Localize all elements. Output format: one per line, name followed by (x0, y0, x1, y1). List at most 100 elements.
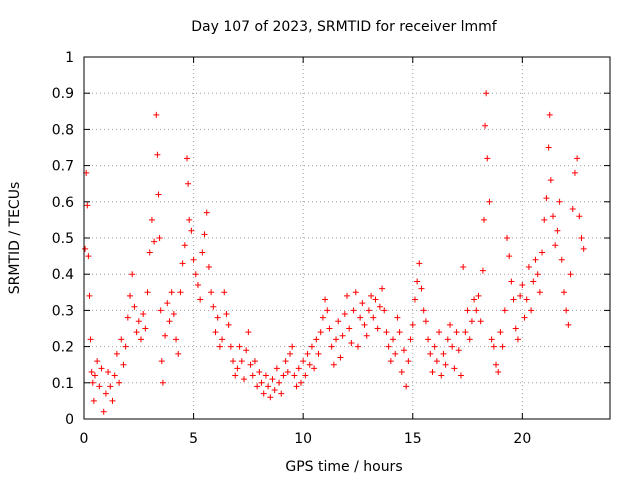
data-point (547, 177, 554, 184)
data-point (567, 271, 574, 278)
data-point (475, 292, 482, 299)
data-point (122, 343, 129, 350)
data-point (105, 368, 112, 375)
data-point (558, 256, 565, 263)
x-tick-label: 10 (294, 431, 312, 447)
data-point (113, 350, 120, 357)
y-tick-label: 0.5 (52, 231, 74, 247)
data-point (453, 329, 460, 336)
data-point (157, 307, 164, 314)
data-point (427, 350, 434, 357)
data-point (89, 379, 96, 386)
data-point (120, 361, 127, 368)
data-point (554, 227, 561, 234)
data-point (473, 307, 480, 314)
data-point (87, 336, 94, 343)
y-tick-label: 1 (65, 50, 74, 66)
data-point (490, 343, 497, 350)
data-point (111, 372, 118, 379)
data-point (392, 350, 399, 357)
data-point (276, 379, 283, 386)
data-point (236, 343, 243, 350)
data-point (328, 343, 335, 350)
data-point (173, 336, 180, 343)
data-point (493, 361, 500, 368)
data-point (337, 354, 344, 361)
data-point (188, 227, 195, 234)
data-point (363, 332, 370, 339)
data-point (210, 303, 217, 310)
data-point (230, 358, 237, 365)
data-point (530, 278, 537, 285)
data-point (414, 278, 421, 285)
chart-title: Day 107 of 2023, SRMTID for receiver lmm… (191, 19, 498, 35)
data-point (368, 292, 375, 299)
data-point (330, 361, 337, 368)
data-point (539, 249, 546, 256)
data-point (324, 307, 331, 314)
data-point (208, 289, 215, 296)
data-point (501, 307, 508, 314)
data-point (510, 296, 517, 303)
data-point (449, 343, 456, 350)
data-point (429, 368, 436, 375)
data-point (258, 379, 265, 386)
data-point (158, 358, 165, 365)
data-point (354, 343, 361, 350)
data-point (468, 318, 475, 325)
data-point (154, 151, 161, 158)
data-point (146, 249, 153, 256)
data-point (339, 332, 346, 339)
data-point (155, 191, 162, 198)
data-point (457, 372, 464, 379)
data-point (546, 111, 553, 118)
data-point (319, 314, 326, 321)
data-point (398, 368, 405, 375)
data-point (455, 347, 462, 354)
data-point (411, 296, 418, 303)
data-point (278, 390, 285, 397)
data-point (352, 289, 359, 296)
data-point (365, 307, 372, 314)
data-point (85, 253, 92, 260)
data-point (409, 321, 416, 328)
data-point (166, 318, 173, 325)
data-point (460, 263, 467, 270)
data-point (503, 235, 510, 241)
data-point (514, 336, 521, 343)
plot-frame (83, 56, 611, 420)
data-point (240, 376, 247, 383)
data-point (407, 336, 414, 343)
data-point (400, 347, 407, 354)
y-tick-label: 0.2 (52, 340, 74, 356)
data-point (162, 332, 169, 339)
data-point (425, 336, 432, 343)
data-point (495, 368, 502, 375)
data-point (156, 235, 163, 241)
x-tick-label: 15 (404, 431, 422, 447)
data-point (519, 282, 526, 289)
data-point (308, 343, 315, 350)
data-point (269, 376, 276, 383)
y-tick-label: 0.3 (52, 303, 74, 319)
data-point (359, 300, 366, 307)
data-point (304, 350, 311, 357)
data-point (483, 90, 490, 97)
data-point (372, 296, 379, 303)
data-point (267, 394, 274, 401)
data-point (341, 311, 348, 318)
data-point (170, 311, 177, 318)
data-point (164, 300, 171, 307)
data-point (528, 307, 535, 314)
data-point (232, 372, 239, 379)
y-tick-label: 0.9 (52, 86, 74, 102)
x-tick-label: 0 (80, 431, 89, 447)
data-point (179, 260, 186, 267)
data-point (201, 231, 208, 238)
data-point (422, 318, 429, 325)
data-point (521, 314, 528, 321)
data-point (447, 321, 454, 328)
data-point (133, 329, 140, 336)
data-point (142, 325, 149, 332)
